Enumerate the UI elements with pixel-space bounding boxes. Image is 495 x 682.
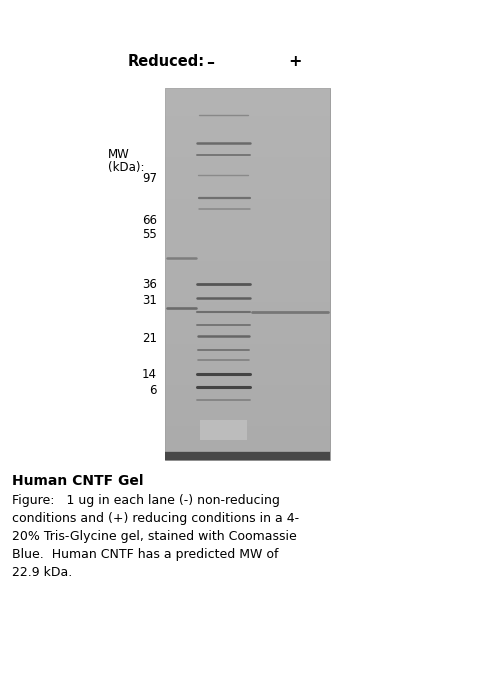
Text: –: – [206, 55, 214, 70]
Text: 97: 97 [142, 171, 157, 185]
Text: 6: 6 [149, 383, 157, 396]
Text: 14: 14 [142, 368, 157, 381]
Text: 20% Tris-Glycine gel, stained with Coomassie: 20% Tris-Glycine gel, stained with Cooma… [12, 530, 297, 543]
Bar [200, 420, 247, 440]
Text: Human CNTF Gel: Human CNTF Gel [12, 474, 144, 488]
Text: Blue.  Human CNTF has a predicted MW of: Blue. Human CNTF has a predicted MW of [12, 548, 279, 561]
Text: conditions and (+) reducing conditions in a 4-: conditions and (+) reducing conditions i… [12, 512, 299, 525]
Text: Reduced:: Reduced: [128, 55, 205, 70]
Text: 22.9 kDa.: 22.9 kDa. [12, 566, 72, 579]
Text: 55: 55 [142, 228, 157, 241]
Text: 36: 36 [142, 278, 157, 291]
Text: +: + [288, 55, 302, 70]
Text: MW: MW [108, 149, 130, 162]
Text: 66: 66 [142, 213, 157, 226]
Text: Figure:   1 ug in each lane (-) non-reducing: Figure: 1 ug in each lane (-) non-reduci… [12, 494, 280, 507]
Bar [165, 88, 330, 460]
Text: 21: 21 [142, 331, 157, 344]
Text: 31: 31 [142, 293, 157, 306]
Text: (kDa):: (kDa): [108, 162, 145, 175]
